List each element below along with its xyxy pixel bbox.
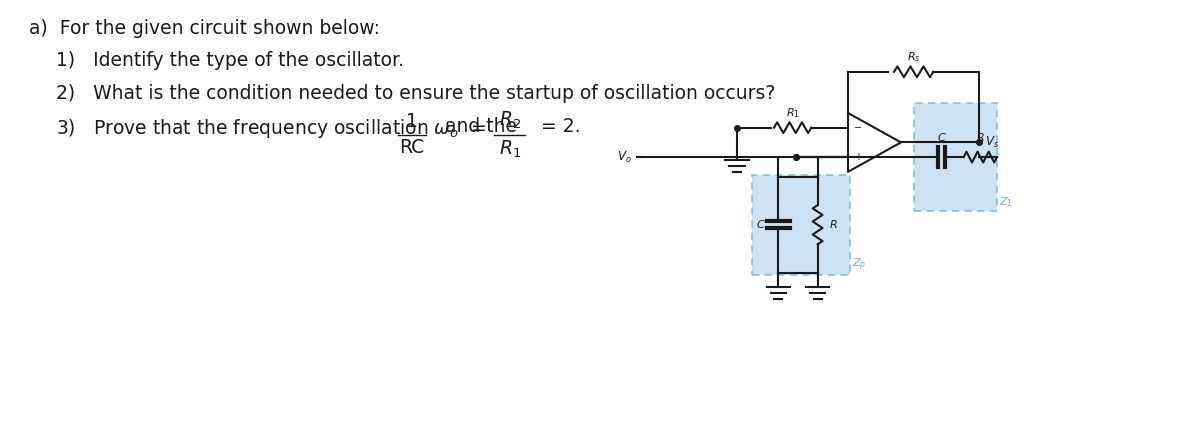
Text: 1: 1 bbox=[406, 112, 418, 131]
Text: $Z_1$: $Z_1$ bbox=[998, 195, 1013, 209]
Text: +: + bbox=[854, 152, 862, 162]
Text: $R_1$: $R_1$ bbox=[499, 138, 521, 160]
Text: $R_1$: $R_1$ bbox=[786, 106, 799, 120]
FancyBboxPatch shape bbox=[913, 103, 997, 211]
Text: = 2.: = 2. bbox=[529, 117, 581, 136]
Text: $Z_p$: $Z_p$ bbox=[852, 256, 866, 273]
Text: C: C bbox=[937, 133, 946, 143]
Text: and the: and the bbox=[433, 117, 529, 136]
Text: R: R bbox=[829, 220, 838, 230]
Text: −: − bbox=[853, 123, 862, 133]
Text: 2)   What is the condition needed to ensure the startup of oscillation occurs?: 2) What is the condition needed to ensur… bbox=[56, 84, 775, 102]
Text: $V_o$: $V_o$ bbox=[617, 150, 631, 165]
FancyBboxPatch shape bbox=[752, 175, 850, 275]
Text: RC: RC bbox=[400, 138, 425, 157]
Text: a)  For the given circuit shown below:: a) For the given circuit shown below: bbox=[30, 19, 380, 38]
Text: $V_s$: $V_s$ bbox=[985, 135, 1000, 150]
Text: $R_2$: $R_2$ bbox=[499, 109, 521, 131]
Text: $R_s$: $R_s$ bbox=[907, 50, 920, 64]
Text: 3)   Prove that the frequency oscillation $\omega_o$  =: 3) Prove that the frequency oscillation … bbox=[56, 117, 493, 140]
Text: 1)   Identify the type of the oscillator.: 1) Identify the type of the oscillator. bbox=[56, 51, 404, 70]
Text: C: C bbox=[757, 220, 764, 230]
Text: R: R bbox=[977, 133, 984, 143]
